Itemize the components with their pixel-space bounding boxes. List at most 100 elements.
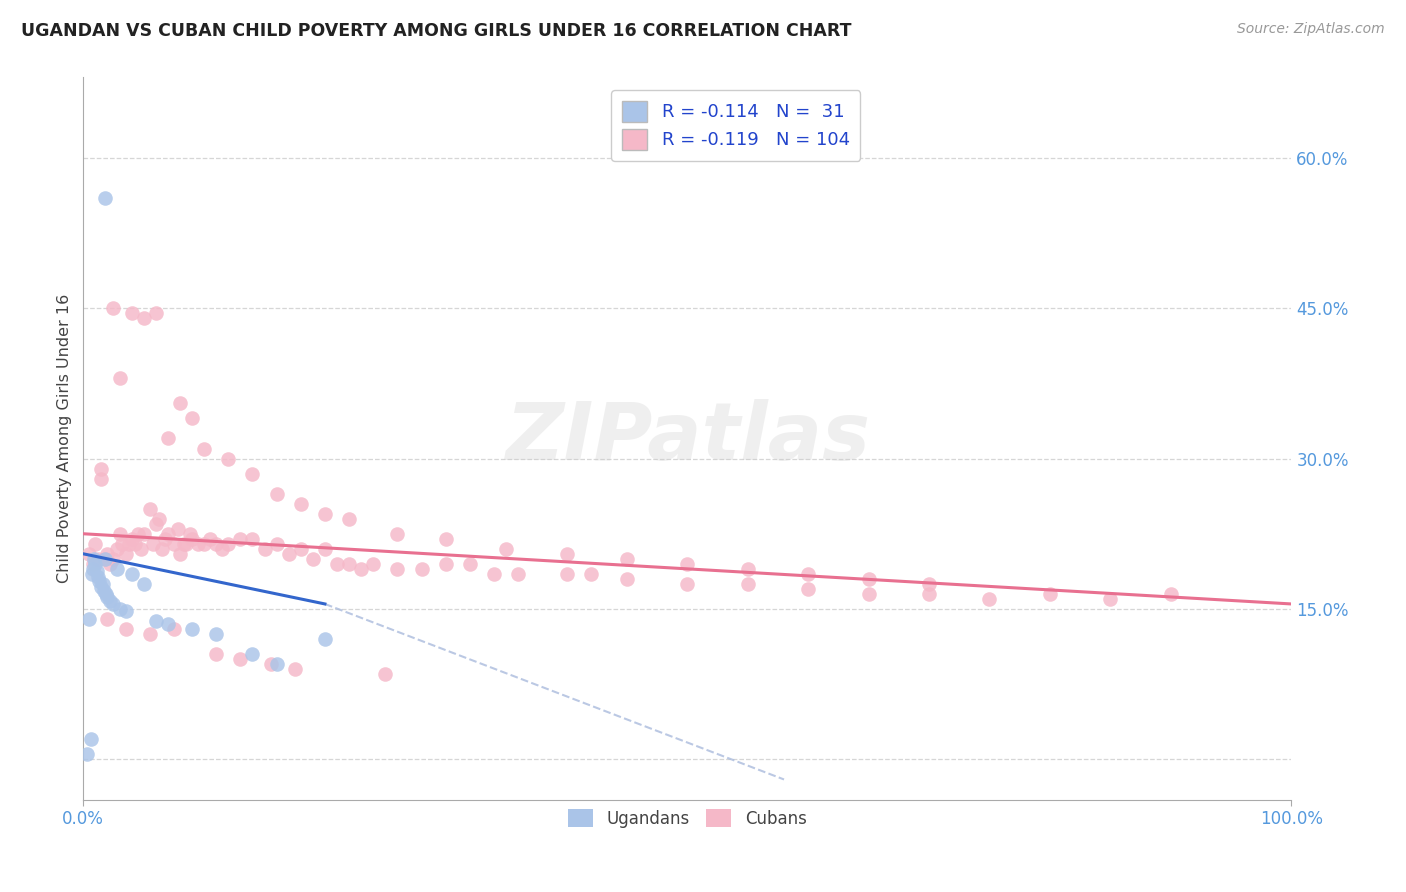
Point: [84, 557, 107, 571]
Point: [205, 537, 228, 551]
Point: [579, 566, 602, 581]
Point: [96, 612, 118, 626]
Point: [108, 371, 131, 385]
Point: [76, 747, 98, 762]
Point: [737, 562, 759, 576]
Point: [114, 604, 136, 618]
Point: [979, 591, 1001, 606]
Point: [508, 566, 530, 581]
Point: [103, 301, 125, 315]
Point: [121, 306, 143, 320]
Point: [1039, 587, 1062, 601]
Point: [217, 451, 239, 466]
Point: [174, 537, 197, 551]
Point: [139, 627, 162, 641]
Point: [156, 617, 179, 632]
Point: [169, 547, 191, 561]
Point: [124, 537, 146, 551]
Point: [132, 577, 155, 591]
Point: [98, 594, 121, 608]
Point: [145, 516, 167, 531]
Point: [326, 557, 349, 571]
Point: [82, 557, 104, 571]
Point: [181, 622, 204, 636]
Point: [266, 657, 288, 672]
Legend: Ugandans, Cubans: Ugandans, Cubans: [561, 803, 813, 835]
Point: [314, 507, 336, 521]
Point: [127, 526, 149, 541]
Point: [145, 306, 167, 320]
Point: [374, 667, 396, 681]
Point: [387, 562, 409, 576]
Point: [266, 537, 288, 551]
Point: [145, 614, 167, 628]
Point: [387, 526, 409, 541]
Point: [108, 602, 131, 616]
Point: [94, 551, 117, 566]
Point: [132, 311, 155, 326]
Point: [118, 537, 141, 551]
Point: [858, 587, 880, 601]
Point: [1099, 591, 1122, 606]
Point: [918, 577, 941, 591]
Point: [797, 582, 820, 596]
Point: [181, 532, 204, 546]
Point: [105, 541, 128, 556]
Point: [163, 537, 186, 551]
Point: [155, 532, 177, 546]
Point: [96, 590, 118, 604]
Point: [350, 562, 373, 576]
Point: [90, 461, 112, 475]
Point: [96, 547, 118, 561]
Point: [169, 396, 191, 410]
Text: ZIPatlas: ZIPatlas: [505, 400, 870, 477]
Point: [211, 541, 233, 556]
Point: [229, 532, 252, 546]
Point: [79, 732, 101, 747]
Point: [90, 472, 112, 486]
Point: [111, 537, 134, 551]
Y-axis label: Child Poverty Among Girls Under 16: Child Poverty Among Girls Under 16: [58, 293, 72, 583]
Point: [277, 547, 299, 561]
Point: [458, 557, 481, 571]
Point: [242, 467, 264, 481]
Point: [434, 557, 457, 571]
Point: [259, 657, 281, 672]
Point: [132, 526, 155, 541]
Point: [150, 541, 173, 556]
Point: [142, 537, 165, 551]
Point: [139, 501, 162, 516]
Point: [193, 442, 215, 456]
Text: UGANDAN VS CUBAN CHILD POVERTY AMONG GIRLS UNDER 16 CORRELATION CHART: UGANDAN VS CUBAN CHILD POVERTY AMONG GIR…: [21, 22, 852, 40]
Point: [86, 564, 108, 578]
Point: [1160, 587, 1182, 601]
Point: [93, 583, 115, 598]
Point: [253, 541, 276, 556]
Point: [108, 526, 131, 541]
Point: [87, 570, 110, 584]
Point: [96, 587, 118, 601]
Point: [495, 541, 517, 556]
Point: [217, 537, 239, 551]
Point: [242, 532, 264, 546]
Point: [676, 577, 699, 591]
Point: [198, 532, 221, 546]
Point: [205, 647, 228, 661]
Point: [181, 411, 204, 425]
Point: [166, 522, 188, 536]
Point: [179, 526, 201, 541]
Point: [797, 566, 820, 581]
Point: [337, 557, 360, 571]
Point: [87, 574, 110, 588]
Point: [173, 537, 195, 551]
Point: [193, 537, 215, 551]
Point: [314, 632, 336, 646]
Point: [121, 566, 143, 581]
Point: [337, 512, 360, 526]
Point: [129, 541, 152, 556]
Point: [266, 486, 288, 500]
Point: [114, 547, 136, 561]
Point: [79, 612, 101, 626]
Point: [676, 557, 699, 571]
Point: [156, 526, 179, 541]
